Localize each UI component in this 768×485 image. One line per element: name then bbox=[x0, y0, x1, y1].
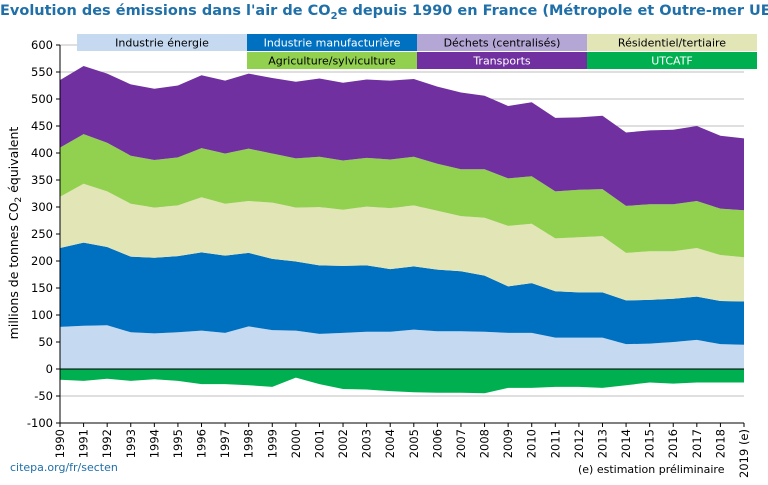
y-axis-label: millions de tonnes CO2 équivalent bbox=[6, 127, 24, 340]
x-tick-label: 1999 bbox=[265, 429, 279, 458]
y-tick-label: 250 bbox=[31, 227, 53, 241]
legend-swatch bbox=[247, 34, 417, 51]
y-tick-label: 600 bbox=[31, 38, 53, 52]
x-tick-label: 2006 bbox=[430, 429, 444, 458]
x-tick-label: 2017 bbox=[690, 429, 704, 458]
legend-swatch bbox=[247, 52, 417, 69]
legend-label: Déchets (centralisés) bbox=[444, 37, 561, 50]
x-tick-label: 1993 bbox=[124, 429, 138, 458]
x-tick-label: 2007 bbox=[454, 429, 468, 458]
legend-swatch bbox=[417, 34, 587, 51]
x-tick-label: 2014 bbox=[619, 429, 633, 458]
y-tick-label: 100 bbox=[31, 308, 53, 322]
legend-label: Transports bbox=[472, 55, 531, 68]
title-part1: Evolution des émissions dans l'air de CO bbox=[0, 3, 331, 19]
x-tick-label: 2016 bbox=[666, 429, 680, 458]
x-tick-label: 2004 bbox=[383, 429, 397, 458]
x-tick-label: 1991 bbox=[77, 429, 91, 458]
x-tick-label: 1994 bbox=[147, 429, 161, 458]
legend-label: Industrie manufacturière bbox=[264, 37, 401, 50]
x-tick-label: 2011 bbox=[548, 429, 562, 458]
legend-swatch bbox=[417, 52, 587, 69]
area-transports bbox=[60, 66, 744, 211]
x-tick-label: 2019 (e) bbox=[737, 429, 751, 478]
y-tick-label: 400 bbox=[31, 146, 53, 160]
area-industrie-nergie bbox=[60, 325, 744, 369]
x-tick-label: 1990 bbox=[53, 429, 67, 458]
x-tick-label: 2003 bbox=[360, 429, 374, 458]
area-utcatf bbox=[60, 369, 744, 394]
x-tick-label: 2005 bbox=[407, 429, 421, 458]
legend-label: UTCATF bbox=[651, 55, 693, 68]
y-tick-label: 350 bbox=[31, 173, 53, 187]
legend-label: Industrie énergie bbox=[115, 37, 209, 50]
legend-swatch bbox=[587, 34, 757, 51]
title-subscript: 2 bbox=[330, 10, 338, 22]
source-note: citepa.org/fr/secten bbox=[10, 461, 118, 474]
x-tick-label: 2009 bbox=[501, 429, 515, 458]
legend: Industrie énergie Industrie manufacturièr… bbox=[77, 34, 757, 69]
legend-swatch bbox=[77, 34, 247, 51]
x-tick-label: 1997 bbox=[218, 429, 232, 458]
x-tick-label: 2001 bbox=[312, 429, 326, 458]
y-tick-label: 550 bbox=[31, 65, 53, 79]
y-tick-label: 150 bbox=[31, 281, 53, 295]
area-industrie-manufacturi-re bbox=[60, 242, 744, 345]
area-agriculture-sylviculture bbox=[60, 134, 744, 258]
legend-swatch bbox=[587, 52, 757, 69]
x-tick-label: 1995 bbox=[171, 429, 185, 458]
y-tick-label: -100 bbox=[27, 416, 53, 430]
area-r-sidentiel-tertiaire bbox=[60, 183, 744, 302]
legend-label: Agriculture/sylviculture bbox=[268, 55, 396, 68]
chart-title: Evolution des émissions dans l'air de CO… bbox=[0, 3, 768, 22]
x-tick-label: 2008 bbox=[478, 429, 492, 458]
title-part2: e depuis 1990 en France (Métropole et Ou… bbox=[337, 3, 768, 19]
y-tick-label: 450 bbox=[31, 119, 53, 133]
x-tick-label: 2002 bbox=[336, 429, 350, 458]
x-tick-label: 2010 bbox=[525, 429, 539, 458]
y-tick-label: 500 bbox=[31, 92, 53, 106]
x-tick-label: 2015 bbox=[643, 429, 657, 458]
legend-label: Résidentiel/tertiaire bbox=[618, 37, 726, 50]
y-tick-label: 0 bbox=[46, 362, 53, 376]
estimate-note: (e) estimation préliminaire bbox=[578, 463, 725, 476]
y-tick-label: -50 bbox=[34, 389, 53, 403]
y-tick-label: 50 bbox=[38, 335, 53, 349]
y-tick-label: 200 bbox=[31, 254, 53, 268]
x-tick-label: 2000 bbox=[289, 429, 303, 458]
x-tick-label: 1998 bbox=[242, 429, 256, 458]
x-tick-label: 2018 bbox=[713, 429, 727, 458]
x-tick-label: 2012 bbox=[572, 429, 586, 458]
stacked-areas bbox=[60, 66, 744, 394]
x-tick-label: 2013 bbox=[595, 429, 609, 458]
x-tick-label: 1996 bbox=[195, 429, 209, 458]
axes: -100 -50 0 50 100 150 200 250 300 350 400 450 500 550… bbox=[27, 38, 751, 478]
x-tick-label: 1992 bbox=[100, 429, 114, 458]
y-tick-label: 300 bbox=[31, 200, 53, 214]
